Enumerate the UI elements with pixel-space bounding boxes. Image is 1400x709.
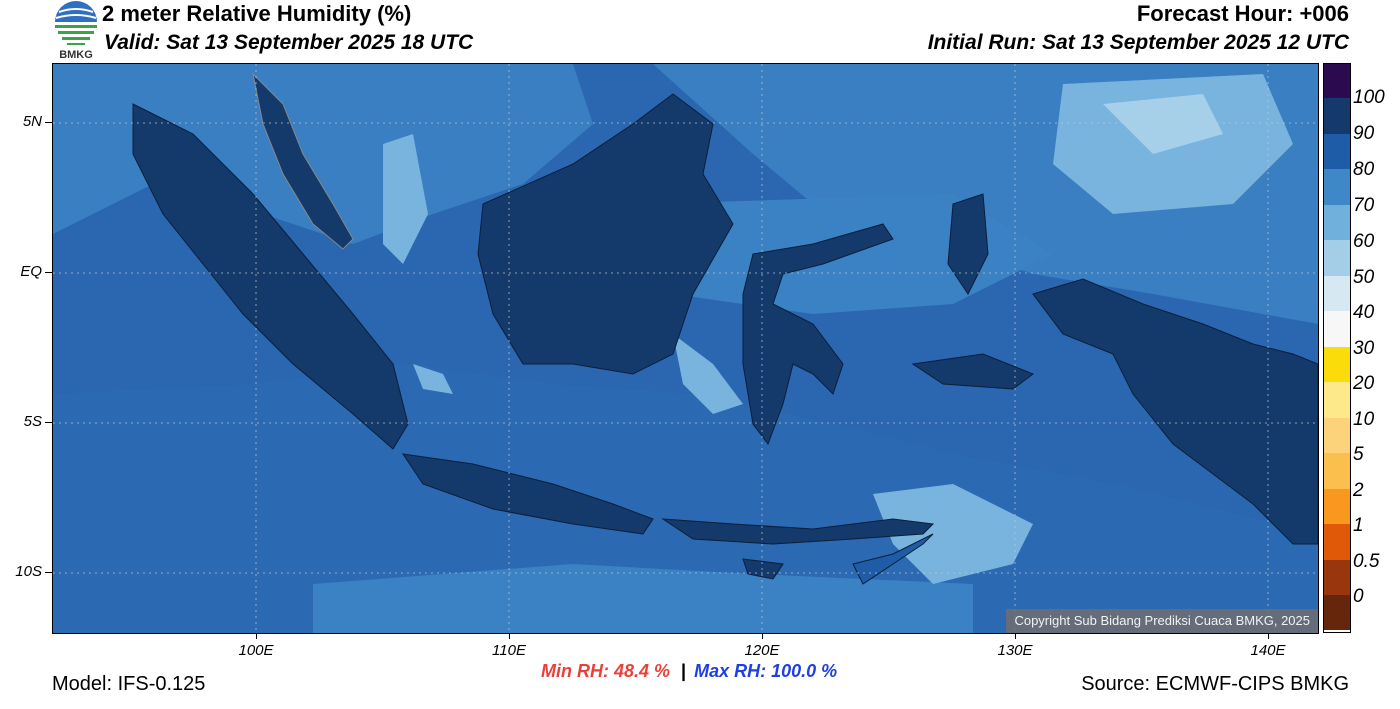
map-title: 2 meter Relative Humidity (%) <box>102 1 412 26</box>
colorbar-label: 1 <box>1353 515 1364 536</box>
lesser-sunda-islands <box>661 518 935 545</box>
lat-tick <box>45 422 52 423</box>
valid-time: Valid: Sat 13 September 2025 18 UTC <box>104 31 474 54</box>
colorbar-label: 70 <box>1353 195 1375 216</box>
rh-stats: Min RH: 48.4 % | Max RH: 100.0 % <box>541 661 837 682</box>
lat-tick <box>45 572 52 573</box>
logo-text: BMKG <box>59 49 93 60</box>
map-canvas <box>53 64 1318 633</box>
borneo-island <box>477 93 734 375</box>
colorbar-segment <box>1324 204 1350 240</box>
colorbar-segment <box>1324 98 1350 134</box>
colorbar-segment <box>1324 240 1350 276</box>
colorbar-segment <box>1324 169 1350 205</box>
lon-label-110e: 110E <box>492 642 526 659</box>
initial-run: Initial Run: Sat 13 September 2025 12 UT… <box>927 31 1349 54</box>
colorbar-label: 80 <box>1353 159 1375 180</box>
colorbar-segment <box>1324 311 1350 347</box>
colorbar-label: 40 <box>1353 302 1375 323</box>
humidity-map: Copyright Sub Bidang Prediksi Cuaca BMKG… <box>52 63 1319 634</box>
lon-tick <box>762 633 763 639</box>
lon-label-140e: 140E <box>1250 642 1286 659</box>
colorbar-segment <box>1324 64 1350 98</box>
lat-label-10s: 10S <box>15 563 42 580</box>
lat-label-5n: 5N <box>22 113 42 130</box>
sulawesi-island <box>742 223 894 446</box>
colorbar-segment <box>1324 453 1350 489</box>
colorbar-label: 2 <box>1353 480 1364 501</box>
sumatra-island <box>132 103 409 450</box>
malay-peninsula <box>252 72 354 250</box>
colorbar-label: 0 <box>1353 586 1364 607</box>
lon-label-100e: 100E <box>238 642 274 659</box>
copyright-notice: Copyright Sub Bidang Prediksi Cuaca BMKG… <box>1006 609 1318 633</box>
forecast-hour: Forecast Hour: +006 <box>1136 1 1349 26</box>
new-guinea-island <box>1032 278 1318 545</box>
colorbar-label: 20 <box>1353 373 1375 394</box>
colorbar-segment <box>1324 595 1350 630</box>
lon-tick <box>256 633 257 639</box>
lon-tick <box>1268 633 1269 639</box>
colorbar-label: 60 <box>1353 231 1375 252</box>
java-island <box>401 453 654 535</box>
max-rh: Max RH: 100.0 % <box>694 661 838 681</box>
model-name: Model: IFS-0.125 <box>52 673 206 695</box>
colorbar-segment <box>1324 417 1350 453</box>
colorbar-label: 50 <box>1353 267 1375 288</box>
colorbar-segment <box>1324 559 1350 595</box>
lon-tick <box>509 633 510 639</box>
lon-tick <box>1015 633 1016 639</box>
stats-separator: | <box>681 661 687 681</box>
colorbar-label: 0.5 <box>1353 551 1380 572</box>
colorbar-label: 100 <box>1353 87 1385 108</box>
bmkg-logo: BMKG <box>51 0 101 61</box>
colorbar <box>1323 63 1351 633</box>
lon-label-120e: 120E <box>744 642 780 659</box>
data-source: Source: ECMWF-CIPS BMKG <box>1081 673 1349 695</box>
colorbar-segment <box>1324 133 1350 169</box>
lat-label-5s: 5S <box>23 413 42 430</box>
colorbar-segment <box>1324 382 1350 418</box>
colorbar-segment <box>1324 275 1350 311</box>
colorbar-label: 30 <box>1353 338 1375 359</box>
lat-label-eq: EQ <box>20 263 42 280</box>
lat-tick <box>45 122 52 123</box>
colorbar-label: 90 <box>1353 123 1375 144</box>
lon-label-130e: 130E <box>997 642 1033 659</box>
colorbar-label: 5 <box>1353 444 1364 465</box>
lat-tick <box>45 272 52 273</box>
min-rh: Min RH: 48.4 % <box>541 661 671 681</box>
colorbar-segment <box>1324 524 1350 560</box>
colorbar-segment <box>1324 488 1350 524</box>
colorbar-label: 10 <box>1353 409 1375 430</box>
colorbar-segment <box>1324 346 1350 382</box>
